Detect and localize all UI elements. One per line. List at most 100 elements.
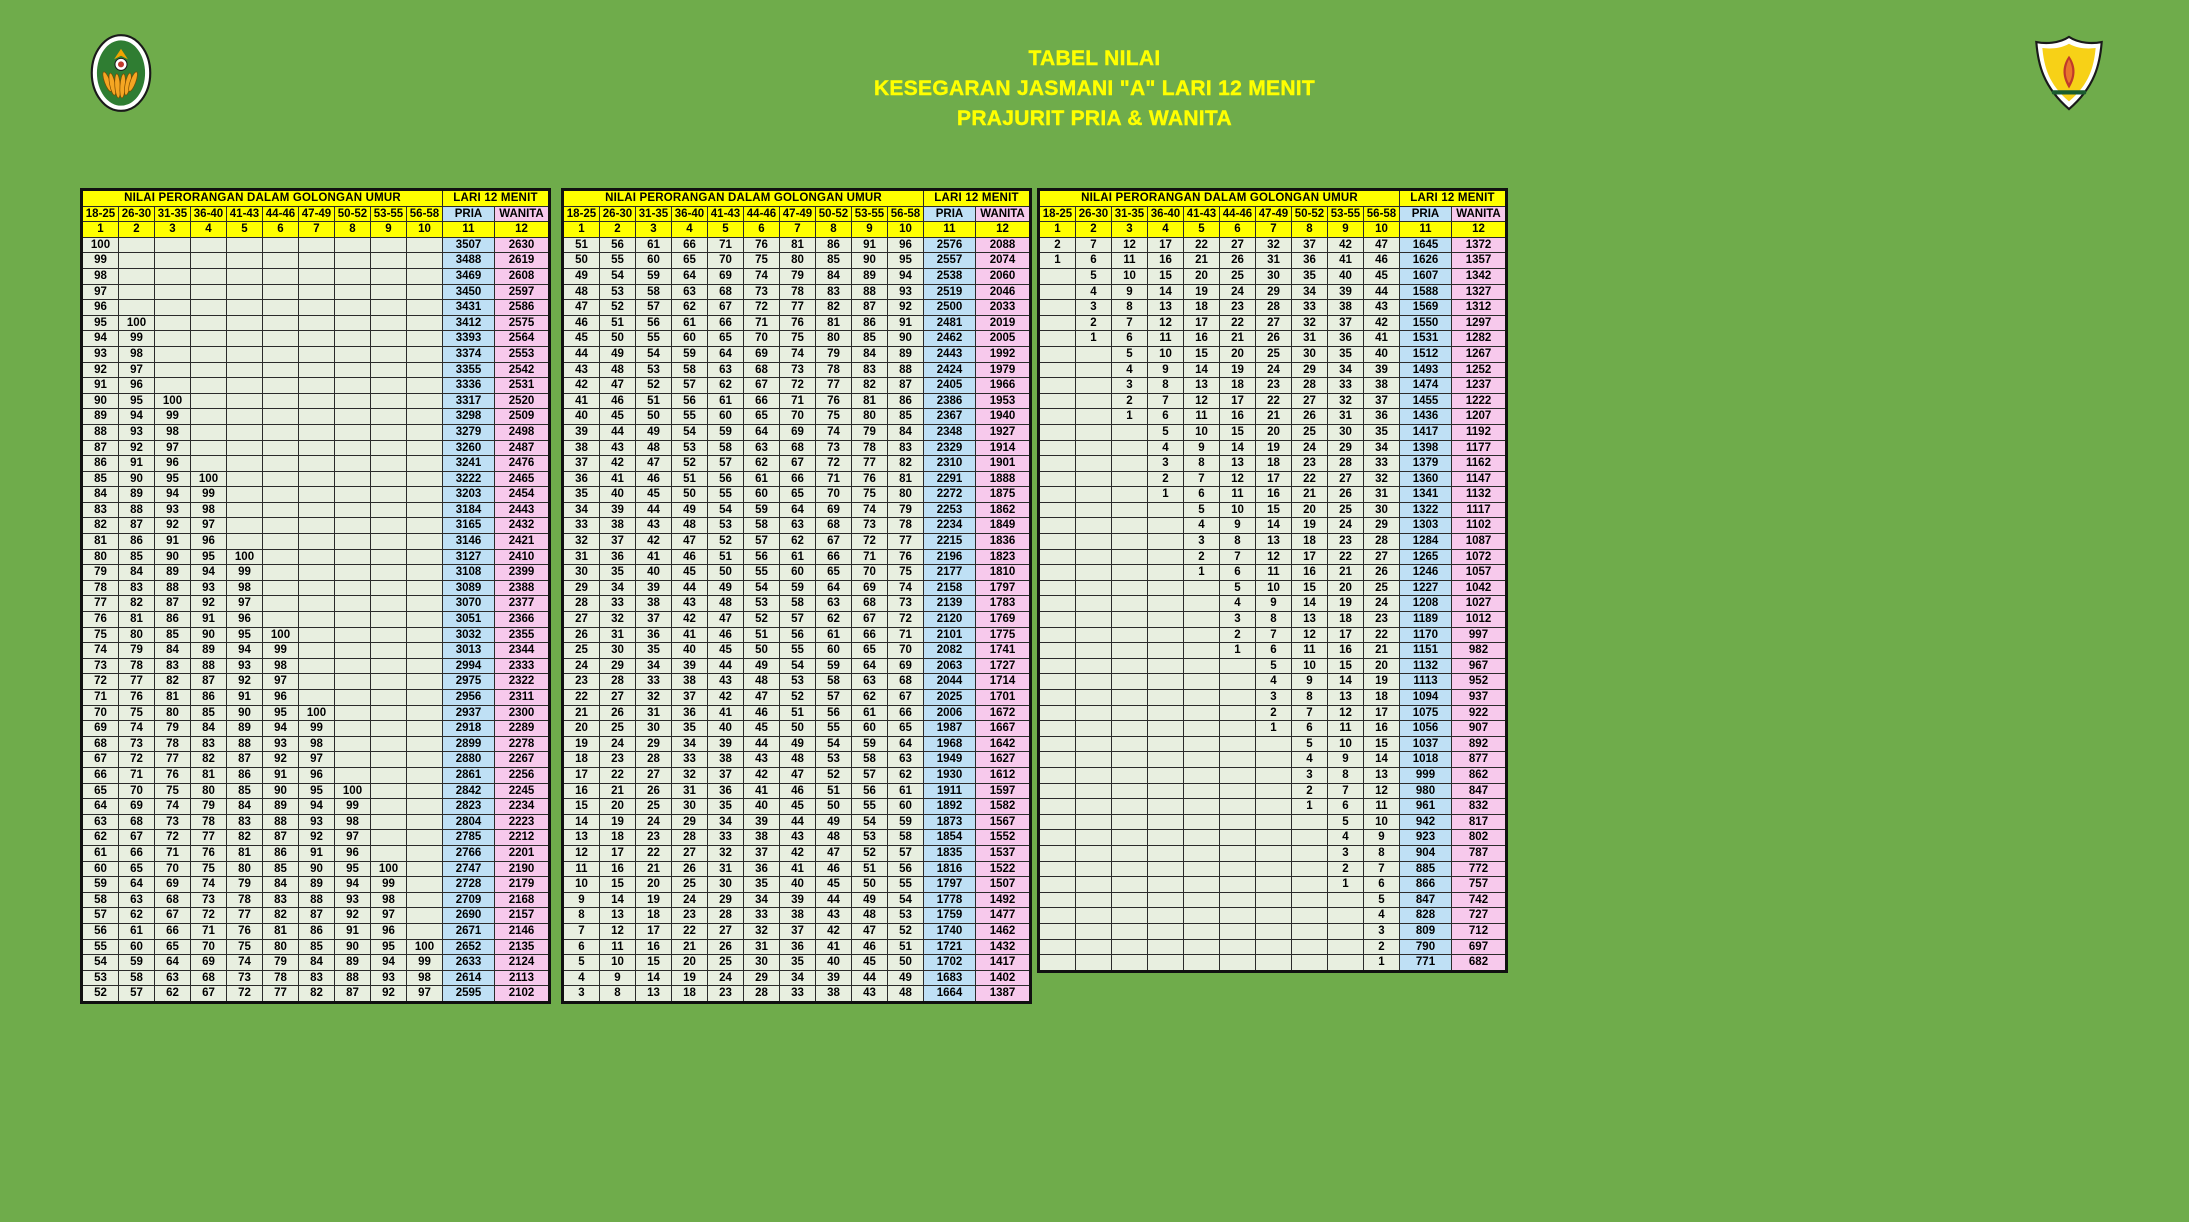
cell-nilai: 84 [118,564,155,581]
cell-nilai [298,548,335,566]
cell-pria: 2500 [923,299,976,316]
cell-nilai [1075,626,1112,644]
cell-nilai [1038,766,1076,784]
table-row: 2 7 12 17 22 27 32 37 1455 1222 [1038,392,1507,410]
cell-nilai [1111,626,1148,644]
cell-wanita: 1642 [975,735,1031,753]
cell-nilai [1038,844,1076,862]
table-row: 5 10 15 20 25 30 35 40 45 1607 1342 [1038,267,1507,285]
cell-nilai: 73 [815,439,852,457]
cell-nilai [154,361,191,379]
cell-nilai: 35 [743,876,780,893]
cell-nilai [1219,907,1256,924]
cell-nilai: 100 [226,548,263,566]
cell-pria: 2994 [442,657,495,675]
cell-nilai [190,361,227,379]
cell-nilai [1183,704,1220,722]
cell-nilai [190,252,227,269]
cell-nilai: 20 [635,876,672,893]
cell-nilai [1219,704,1256,722]
cell-nilai: 8 [1183,455,1220,472]
cell-nilai: 74 [118,720,155,737]
cell-nilai [1075,922,1112,940]
cell-nilai [1038,611,1076,628]
cell-nilai: 86 [851,314,888,332]
cell-nilai: 9 [1111,283,1148,301]
cell-nilai: 75 [887,564,924,581]
cell-nilai: 88 [190,657,227,675]
table-row: 29 34 39 44 49 54 59 64 69 74 2158 1797 [562,579,1031,597]
cell-wanita: 2333 [494,657,550,675]
table-row: 7 12 17 22 27 32 37 42 47 52 1740 1462 [562,922,1031,940]
table-row: 44 49 54 59 64 69 74 79 84 89 2443 1992 [562,345,1031,363]
cell-nilai: 61 [851,704,888,722]
table-row: 4 9 14 19 1113 952 [1038,673,1507,690]
cell-nilai: 61 [779,548,816,566]
cell-nilai [1038,735,1076,753]
cell-nilai: 43 [671,595,708,613]
cell-nilai: 92 [262,751,299,768]
cell-wanita: 2223 [494,813,550,831]
cell-nilai [1075,798,1112,815]
cell-nilai: 41 [562,392,600,410]
cell-nilai: 61 [671,314,708,332]
cell-nilai: 71 [707,236,744,254]
cell-nilai: 32 [1255,236,1292,254]
table-row: 17 22 27 32 37 42 47 52 57 62 1930 1612 [562,766,1031,784]
cell-nilai [262,564,299,581]
cell-nilai: 52 [887,922,924,940]
header-col-number-8: 8 [1291,221,1328,238]
table-row: 35 40 45 50 55 60 65 70 75 80 2272 1875 [562,486,1031,503]
cell-nilai: 98 [406,969,443,987]
cell-nilai: 77 [154,751,191,768]
cell-nilai: 46 [1363,252,1400,269]
cell-pria: 3450 [442,283,495,301]
cell-nilai: 77 [815,377,852,394]
cell-nilai: 43 [707,673,744,690]
cell-nilai [1183,860,1220,878]
cell-nilai [334,642,371,659]
cell-nilai: 18 [1183,299,1220,316]
cell-nilai: 97 [406,985,443,1003]
table-row: 2 7 12 980 847 [1038,782,1507,800]
cell-nilai: 68 [154,891,191,909]
cell-nilai: 80 [779,252,816,269]
cell-nilai: 77 [81,595,119,613]
cell-nilai: 13 [1147,299,1184,316]
cell-pria: 828 [1399,907,1452,924]
cell-nilai: 30 [743,954,780,971]
table-row: 57 62 67 72 77 82 87 92 97 2690 2157 [81,907,550,924]
cell-nilai: 26 [1255,330,1292,347]
cell-nilai: 8 [1111,299,1148,316]
cell-nilai: 52 [779,689,816,706]
table-row: 2 7 12 17 22 27 32 37 42 1550 1297 [1038,314,1507,332]
cell-nilai: 33 [707,829,744,846]
cell-nilai: 33 [1363,455,1400,472]
cell-nilai: 69 [154,876,191,893]
cell-nilai: 98 [154,423,191,441]
cell-nilai: 62 [81,829,119,846]
cell-pria: 2747 [442,860,495,878]
cell-nilai: 99 [190,486,227,503]
cell-nilai [118,236,155,254]
cell-nilai: 44 [562,345,600,363]
cell-pria: 2899 [442,735,495,753]
cell-nilai [370,392,407,410]
cell-nilai [406,345,443,363]
cell-nilai [262,252,299,269]
cell-nilai: 92 [190,595,227,613]
cell-pria: 1037 [1399,735,1452,753]
cell-wanita: 1727 [975,657,1031,675]
table-row: 1 6 11 961 832 [1038,798,1507,815]
cell-nilai: 98 [334,813,371,831]
cell-nilai: 10 [1111,267,1148,285]
cell-nilai: 79 [118,642,155,659]
cell-nilai: 4 [1147,439,1184,457]
cell-nilai: 40 [1363,345,1400,363]
cell-nilai: 11 [1291,642,1328,659]
cell-nilai: 13 [1363,766,1400,784]
cell-nilai: 34 [671,735,708,753]
cell-nilai [406,533,443,550]
cell-nilai: 78 [190,813,227,831]
cell-nilai [334,501,371,519]
